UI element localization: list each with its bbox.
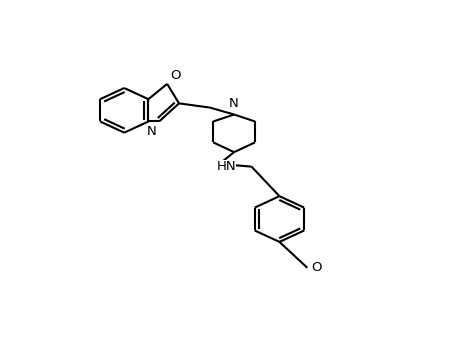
Text: N: N [147,125,156,138]
Text: N: N [229,97,239,109]
Text: HN: HN [216,160,236,173]
Text: O: O [171,69,181,81]
Text: O: O [311,261,321,274]
